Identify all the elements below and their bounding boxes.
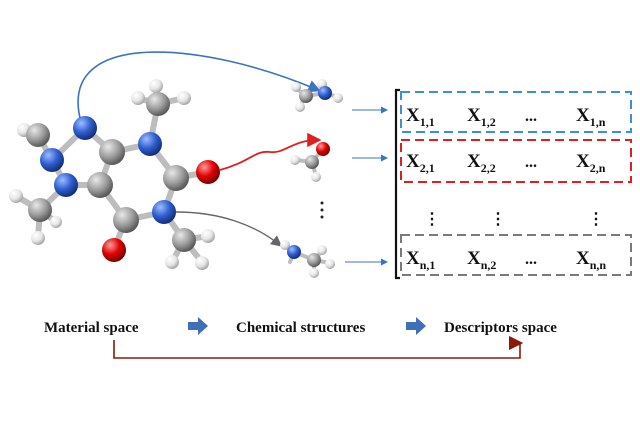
matrix-cell: X2,1 [406,151,435,175]
oxygen-atom [196,160,220,184]
fragment-methylamine-top [291,79,343,112]
carbon-atom [87,172,113,198]
mapping-arrow-blue [77,51,321,119]
descriptor-matrix: X1,1 X1,2 ... X1,n X2,1 X2,2 ... X2,n ⋮ … [394,88,632,280]
matrix-left-bracket [394,88,400,280]
matrix-cell: Xn,1 [406,248,435,272]
hydrogen-atom [201,229,215,243]
mapping-arrow-red [219,132,322,171]
carbon-atom [305,155,319,169]
step-material-space: Material space [44,320,139,336]
oxygen-atom [102,238,126,262]
step-descriptors-space: Descriptors space [444,320,557,336]
hydrogen-atom [280,240,290,250]
row-1-dashed-box [400,91,632,133]
matrix-ellipsis: ... [525,108,537,125]
nitrogen-atom [138,132,162,156]
hydrogen-atom [50,216,62,228]
carbon-atom [113,207,139,233]
matrix-ellipsis: ... [525,154,537,171]
feedback-arrow [113,335,524,359]
flow-arrow-1 [188,317,208,335]
hydrogen-atom [195,256,209,270]
matrix-cell: X2,n [576,151,606,175]
nitrogen-atom [318,86,332,100]
fragment-vertical-dots [320,201,324,219]
fragment-carbonyl [290,142,330,182]
matrix-cell: Xn,2 [467,248,496,272]
hydrogen-atom [31,231,45,245]
carbon-atom [172,228,196,252]
caffeine-molecule [9,79,220,270]
matrix-cell: Xn,n [576,248,606,272]
hydrogen-atom [290,155,300,165]
hydrogen-atom [177,91,191,105]
nitrogen-atom [73,116,97,140]
hydrogen-atom [165,255,179,269]
hydrogen-atom [309,268,319,278]
mapping-arrow-gray [175,211,283,247]
hydrogen-atom [325,259,335,269]
hydrogen-atom [291,82,301,92]
step-chemical-structures: Chemical structures [236,320,365,336]
row-n-dashed-box [400,234,632,276]
matrix-vertical-dots: ⋮ [424,211,440,228]
matrix-vertical-dots: ⋮ [490,211,506,228]
hydrogen-atom [131,91,145,105]
nitrogen-atom [40,148,64,172]
hydrogen-atom [9,189,23,203]
matrix-ellipsis: ... [525,251,537,268]
nitrogen-atom [152,200,176,224]
flow-arrow-2 [406,317,426,335]
fragment-methylamine-bottom [280,240,335,278]
hydrogen-atom [311,172,321,182]
oxygen-atom [316,142,330,156]
nitrogen-atom [287,245,301,259]
hydrogen-atom [317,245,327,255]
matrix-cell: X1,n [576,105,606,129]
matrix-cell: X1,1 [406,105,435,129]
carbon-atom [99,139,125,165]
hydrogen-atom [149,79,163,93]
matrix-vertical-dots: ⋮ [588,211,604,228]
hydrogen-atom [295,102,305,112]
carbon-atom [163,165,189,191]
carbon-atom [26,123,50,147]
row-2-dashed-box [400,139,632,183]
carbon-atom [299,89,313,103]
carbon-atom [307,253,321,267]
nitrogen-atom [54,173,78,197]
carbon-atom [146,92,170,116]
carbon-atom [28,198,52,222]
hydrogen-atom [333,93,343,103]
workflow-steps: Material space Chemical structures Descr… [44,317,557,359]
matrix-cell: X2,2 [467,151,496,175]
matrix-cell: X1,2 [467,105,496,129]
